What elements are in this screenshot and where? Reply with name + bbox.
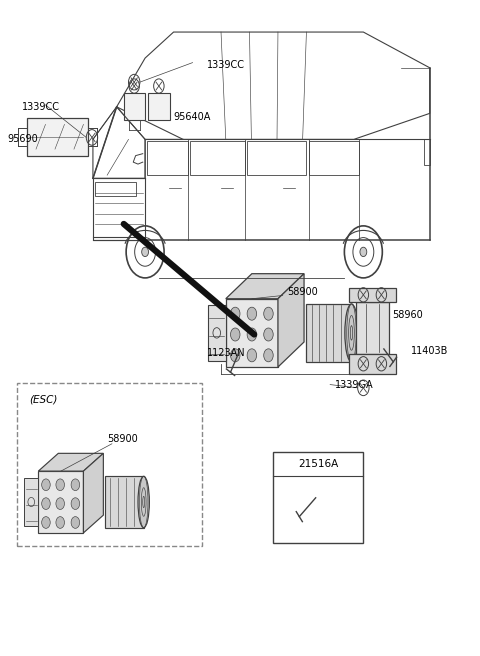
Text: 1339CC: 1339CC bbox=[207, 60, 245, 70]
Text: 95640A: 95640A bbox=[174, 112, 211, 121]
Ellipse shape bbox=[138, 476, 149, 527]
Circle shape bbox=[71, 479, 80, 491]
FancyBboxPatch shape bbox=[26, 118, 88, 155]
Polygon shape bbox=[38, 453, 103, 471]
Polygon shape bbox=[24, 478, 38, 526]
Circle shape bbox=[247, 349, 257, 362]
Circle shape bbox=[230, 349, 240, 362]
Circle shape bbox=[230, 307, 240, 320]
Text: 11403B: 11403B bbox=[411, 346, 448, 356]
Polygon shape bbox=[84, 453, 103, 533]
Circle shape bbox=[56, 479, 64, 491]
FancyBboxPatch shape bbox=[273, 451, 363, 543]
Circle shape bbox=[247, 328, 257, 341]
Circle shape bbox=[247, 307, 257, 320]
FancyBboxPatch shape bbox=[17, 383, 202, 546]
Circle shape bbox=[56, 517, 64, 528]
Polygon shape bbox=[356, 302, 388, 354]
Polygon shape bbox=[278, 274, 304, 367]
Circle shape bbox=[142, 247, 148, 256]
Circle shape bbox=[71, 498, 80, 510]
Circle shape bbox=[42, 498, 50, 510]
Text: 1339GA: 1339GA bbox=[335, 380, 373, 390]
Text: 1339CC: 1339CC bbox=[22, 102, 60, 112]
Ellipse shape bbox=[345, 304, 358, 362]
Polygon shape bbox=[105, 476, 144, 527]
Polygon shape bbox=[226, 298, 278, 367]
Polygon shape bbox=[349, 288, 396, 302]
Polygon shape bbox=[306, 304, 351, 362]
Text: (ESC): (ESC) bbox=[29, 395, 57, 405]
Circle shape bbox=[230, 328, 240, 341]
Text: 58900: 58900 bbox=[288, 287, 318, 297]
Polygon shape bbox=[38, 471, 84, 533]
FancyBboxPatch shape bbox=[124, 92, 145, 120]
Polygon shape bbox=[349, 354, 396, 373]
Circle shape bbox=[360, 247, 367, 256]
Text: 21516A: 21516A bbox=[298, 459, 338, 469]
Text: 58960: 58960 bbox=[392, 310, 422, 320]
Circle shape bbox=[42, 517, 50, 528]
Circle shape bbox=[71, 517, 80, 528]
Circle shape bbox=[42, 479, 50, 491]
Text: 95690: 95690 bbox=[8, 134, 38, 144]
Circle shape bbox=[264, 349, 273, 362]
Circle shape bbox=[56, 498, 64, 510]
Circle shape bbox=[264, 307, 273, 320]
Circle shape bbox=[264, 328, 273, 341]
Text: 1123AN: 1123AN bbox=[207, 348, 245, 358]
Text: 58900: 58900 bbox=[107, 434, 138, 443]
Polygon shape bbox=[208, 305, 226, 361]
FancyBboxPatch shape bbox=[148, 92, 170, 120]
Polygon shape bbox=[226, 274, 304, 298]
